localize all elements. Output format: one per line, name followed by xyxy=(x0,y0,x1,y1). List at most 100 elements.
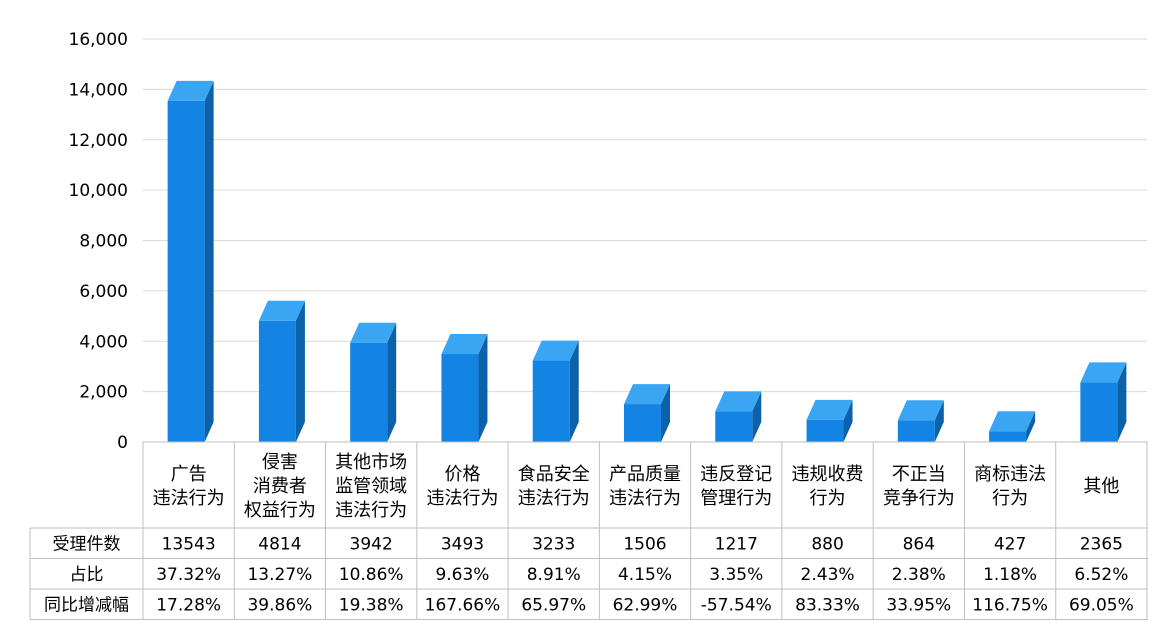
table-cell: 1217 xyxy=(715,534,758,554)
category-label: 违反登记 xyxy=(700,464,772,485)
category-label: 商标违法 xyxy=(974,464,1046,485)
table-cell: 9.63% xyxy=(435,565,489,585)
table-cell: 33.95% xyxy=(886,595,951,615)
bar-side-face xyxy=(478,334,488,442)
category-label: 违法行为 xyxy=(518,488,590,509)
category-label: 其他市场 xyxy=(335,452,407,473)
table-cell: 6.52% xyxy=(1074,565,1128,585)
table-cell: 427 xyxy=(994,534,1026,554)
bar-top-face xyxy=(715,391,762,412)
bar-side-face xyxy=(387,322,397,442)
bar xyxy=(624,384,670,442)
bar-front-face xyxy=(167,100,205,443)
category-label: 行为 xyxy=(992,488,1028,509)
bar-top-face xyxy=(806,399,853,420)
bar xyxy=(532,340,579,442)
table-cell: -57.54% xyxy=(701,595,772,615)
table-cell: 167.66% xyxy=(425,595,501,615)
table-cell: 2.43% xyxy=(801,565,855,585)
category-label: 其他 xyxy=(1083,476,1119,497)
bar-top-face xyxy=(1080,362,1127,383)
bar-side-face xyxy=(295,300,305,442)
bars xyxy=(167,80,1127,443)
category-label: 价格 xyxy=(444,464,480,485)
bar-side-face xyxy=(204,80,214,443)
table-row-label: 同比增减幅 xyxy=(44,595,129,615)
category-label: 违法行为 xyxy=(426,488,498,509)
y-tick-label: 4,000 xyxy=(79,332,128,352)
bar-front-face xyxy=(624,404,661,442)
grid xyxy=(143,38,1147,393)
category-label: 违法行为 xyxy=(335,500,407,521)
table-cell: 4814 xyxy=(258,534,301,554)
bar-side-face xyxy=(569,340,579,442)
bar-front-face xyxy=(897,420,935,442)
table-cell: 4.15% xyxy=(618,565,672,585)
bar-front-face xyxy=(350,342,388,442)
y-tick-label: 2,000 xyxy=(79,383,128,403)
bar xyxy=(715,391,762,442)
y-tick-label: 8,000 xyxy=(79,232,128,252)
bar-side-face xyxy=(1026,411,1036,442)
table-cell: 3.35% xyxy=(709,565,763,585)
category-label: 食品安全 xyxy=(518,464,590,485)
category-label: 监管领域 xyxy=(335,476,407,497)
table-cell: 39.86% xyxy=(247,595,312,615)
bar-top-face xyxy=(441,334,488,355)
table-cell: 2.38% xyxy=(892,565,946,585)
bar-side-face xyxy=(934,400,944,442)
table-cell: 1.18% xyxy=(983,565,1037,585)
bar-top-face xyxy=(532,340,579,361)
y-tick-label: 6,000 xyxy=(79,282,128,302)
bar-top-face xyxy=(897,400,944,421)
bar-side-face xyxy=(661,384,670,442)
bar xyxy=(441,334,488,442)
table-cell: 3493 xyxy=(441,534,484,554)
bar-top-face xyxy=(624,384,670,405)
data-table: 广告违法行为侵害消费者权益行为其他市场监管领域违法行为价格违法行为食品安全违法行… xyxy=(29,441,1148,620)
bar-front-face xyxy=(532,360,570,442)
table-cell: 2365 xyxy=(1080,534,1123,554)
table-cell: 10.86% xyxy=(339,565,404,585)
table-cell: 13543 xyxy=(162,534,216,554)
table-cell: 8.91% xyxy=(527,565,581,585)
table-cell: 83.33% xyxy=(795,595,860,615)
bar xyxy=(1080,362,1127,442)
category-label: 违法行为 xyxy=(609,488,681,509)
table-cell: 3233 xyxy=(532,534,575,554)
table-cell: 13.27% xyxy=(247,565,312,585)
category-label: 广告 xyxy=(171,464,207,485)
y-tick-label: 14,000 xyxy=(69,80,128,100)
bar xyxy=(350,322,397,442)
bar-front-face xyxy=(441,354,479,442)
bar-side-face xyxy=(752,391,762,442)
bar xyxy=(167,80,214,443)
table-row-label: 受理件数 xyxy=(53,534,121,554)
y-tick-label: 0 xyxy=(117,433,128,453)
table-cell: 880 xyxy=(811,534,843,554)
table-cell: 65.97% xyxy=(521,595,586,615)
table-cell: 3942 xyxy=(350,534,393,554)
category-label: 违法行为 xyxy=(153,488,225,509)
category-label: 行为 xyxy=(810,488,846,509)
bar xyxy=(897,400,944,442)
table-cell: 17.28% xyxy=(156,595,221,615)
bar-top-face xyxy=(258,300,305,321)
y-tick-label: 12,000 xyxy=(69,131,128,151)
bar xyxy=(989,411,1036,442)
y-tick-label: 10,000 xyxy=(69,181,128,201)
category-label: 管理行为 xyxy=(700,488,772,509)
bar-front-face xyxy=(715,411,753,442)
table-cell: 1506 xyxy=(623,534,666,554)
table-cell: 864 xyxy=(903,534,935,554)
category-label: 消费者 xyxy=(253,476,307,497)
table-cell: 19.38% xyxy=(339,595,404,615)
category-label: 竞争行为 xyxy=(883,488,955,509)
bar-front-face xyxy=(806,419,844,442)
table-row-label: 占比 xyxy=(70,565,104,585)
y-axis: 0 2,000 4,000 6,000 8,000 10,000 12,000 14,000 1… xyxy=(69,30,128,453)
category-label: 权益行为 xyxy=(244,500,316,521)
bar xyxy=(806,399,853,442)
category-label: 不正当 xyxy=(892,464,946,485)
